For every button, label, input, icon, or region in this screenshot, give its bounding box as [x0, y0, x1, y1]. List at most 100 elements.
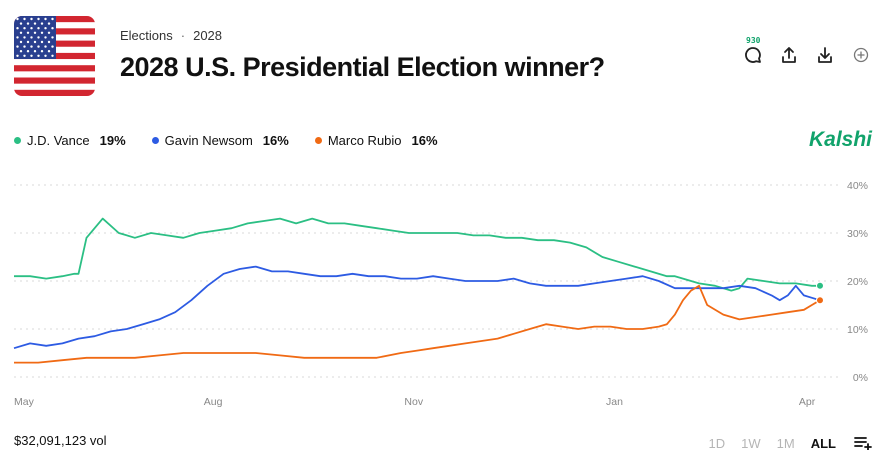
- legend-label-newsom: Gavin Newsom: [164, 133, 253, 148]
- download-button[interactable]: [814, 44, 836, 66]
- flag-star: [44, 27, 47, 30]
- flag-star: [33, 40, 37, 44]
- comments-count: 930: [746, 36, 761, 45]
- flag-star: [51, 27, 54, 30]
- series-line-marco-rubio: [14, 284, 821, 364]
- breadcrumb-separator: ·: [180, 28, 186, 43]
- flag-star: [40, 31, 44, 34]
- x-tick-label: Nov: [404, 396, 423, 408]
- flag-star: [30, 36, 33, 39]
- breadcrumb-year[interactable]: 2028: [193, 28, 223, 43]
- breadcrumb: Elections · 2028: [120, 28, 222, 43]
- flag-star: [37, 45, 40, 48]
- flag-star: [51, 36, 54, 39]
- flag-star: [47, 40, 51, 44]
- share-icon: [782, 47, 796, 63]
- flag-star: [37, 27, 40, 30]
- flag-star: [30, 27, 33, 30]
- flag-star: [26, 31, 30, 34]
- range-1d-button[interactable]: 1D: [708, 435, 726, 451]
- page-title: 2028 U.S. Presidential Election winner?: [120, 52, 605, 82]
- flag-star: [26, 22, 30, 25]
- flag-star: [33, 22, 37, 25]
- flag-star: [19, 40, 23, 44]
- flag-star: [26, 50, 30, 53]
- flag-star: [40, 22, 44, 25]
- price-history-chart: 40% 30% 20% 10% 0% May Aug Nov Jan Apr: [13, 180, 868, 408]
- action-bar: 930: [742, 36, 872, 66]
- flag-star: [23, 17, 26, 21]
- y-tick-label: 20%: [847, 276, 868, 288]
- flag-star: [37, 54, 40, 57]
- flag-star: [16, 54, 19, 57]
- flag-star: [40, 50, 44, 53]
- playlist-add-icon: [854, 437, 872, 450]
- legend-dot-vance: [14, 137, 21, 144]
- flag-star: [47, 31, 51, 34]
- series-end-dot: [816, 281, 824, 290]
- flag-star: [19, 22, 23, 25]
- flag-star: [30, 54, 33, 57]
- series-end-dot: [816, 296, 824, 305]
- flag-star: [26, 40, 30, 44]
- legend-dot-newsom: [151, 137, 159, 144]
- legend-value-newsom: 16%: [262, 133, 289, 148]
- flag-star: [19, 50, 23, 53]
- flag-star: [40, 40, 44, 44]
- time-range-selector: 1D 1W 1M ALL: [709, 432, 874, 454]
- volume-label: $32,091,123 vol: [14, 433, 107, 448]
- flag-star: [16, 45, 19, 48]
- add-icon: [853, 47, 869, 63]
- legend-label-vance: J.D. Vance: [27, 133, 90, 148]
- x-tick-label: Apr: [799, 396, 816, 408]
- range-1w-button[interactable]: 1W: [741, 435, 761, 451]
- download-icon: [818, 47, 832, 63]
- share-button[interactable]: [778, 44, 800, 66]
- series-line-j-d-vance: [14, 217, 820, 292]
- comments-button[interactable]: 930: [742, 36, 764, 66]
- legend-value-vance: 19%: [99, 133, 126, 148]
- list-add-button[interactable]: [852, 432, 874, 454]
- range-1m-button[interactable]: 1M: [776, 435, 795, 451]
- range-all-button[interactable]: ALL: [810, 435, 836, 451]
- flag-star: [51, 17, 54, 21]
- flag-star: [16, 27, 19, 30]
- flag-star: [33, 50, 37, 53]
- flag-star: [37, 36, 40, 39]
- y-tick-label: 0%: [853, 372, 868, 384]
- flag-star: [23, 54, 26, 57]
- x-tick-label: Aug: [204, 396, 223, 408]
- flag-star: [44, 17, 47, 21]
- flag-star: [47, 50, 51, 53]
- flag-star: [30, 45, 33, 48]
- flag-star: [44, 45, 47, 48]
- flag-star: [16, 36, 19, 39]
- x-tick-label: Jan: [606, 396, 623, 408]
- flag-star: [23, 27, 26, 30]
- legend-dot-rubio: [314, 137, 322, 144]
- breadcrumb-category[interactable]: Elections: [120, 28, 173, 43]
- legend-item-rubio[interactable]: Marco Rubio 16%: [314, 133, 438, 148]
- legend-item-newsom[interactable]: Gavin Newsom 16%: [151, 133, 289, 148]
- flag-star: [47, 22, 51, 25]
- add-button[interactable]: [850, 44, 872, 66]
- x-tick-label: May: [14, 396, 35, 408]
- flag-star: [44, 54, 47, 57]
- kalshi-logo[interactable]: Kalshi: [808, 128, 872, 151]
- flag-star: [19, 31, 23, 34]
- y-tick-label: 40%: [847, 180, 868, 192]
- flag-star: [33, 31, 37, 34]
- flag-star: [51, 45, 54, 48]
- flag-star: [16, 17, 19, 21]
- flag-star: [23, 45, 26, 48]
- legend-value-rubio: 16%: [411, 133, 438, 148]
- y-tick-label: 30%: [847, 228, 868, 240]
- y-tick-label: 10%: [847, 324, 868, 336]
- flag-star: [23, 36, 26, 39]
- series-line-gavin-newsom: [13, 265, 821, 350]
- us-flag-icon: [14, 16, 95, 96]
- chart-legend: J.D. Vance 19% Gavin Newsom 16% Marco Ru…: [14, 133, 438, 148]
- comment-icon: [745, 47, 761, 63]
- legend-item-vance[interactable]: J.D. Vance 19%: [14, 133, 126, 148]
- legend-label-rubio: Marco Rubio: [327, 133, 402, 148]
